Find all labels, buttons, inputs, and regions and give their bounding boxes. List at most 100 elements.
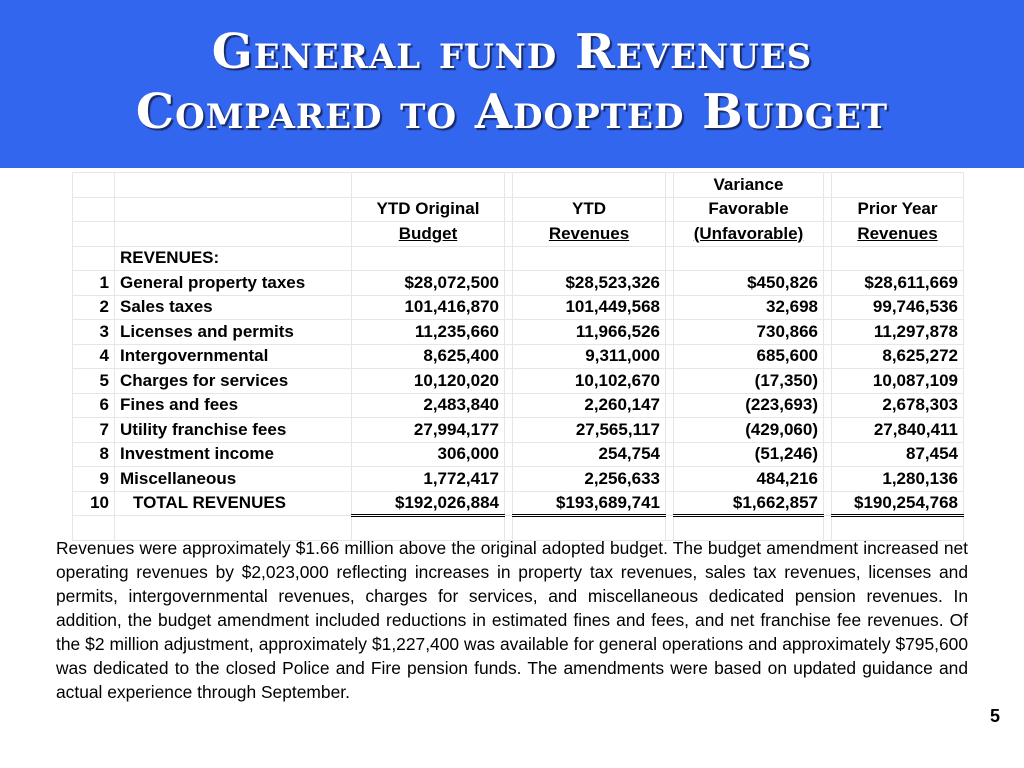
header-variance-1: Variance — [673, 172, 824, 198]
gap — [504, 343, 513, 369]
gap — [504, 270, 513, 296]
prior-year-revenues: $28,611,669 — [831, 270, 964, 296]
total-row: 10 TOTAL REVENUES $192,026,884 $193,689,741… — [72, 490, 964, 517]
cell — [72, 515, 115, 541]
gap — [504, 221, 513, 247]
cell — [512, 245, 666, 271]
ytd-revenues: 2,256,633 — [512, 466, 666, 492]
ytd-revenues: $28,523,326 — [512, 270, 666, 296]
table-row: 7 Utility franchise fees 27,994,177 27,565,… — [72, 417, 964, 443]
prior-year-revenues: 2,678,303 — [831, 392, 964, 418]
cell — [512, 515, 666, 541]
ytd-revenues: $193,689,741 — [512, 490, 666, 517]
cell — [72, 196, 115, 222]
row-number: 5 — [72, 368, 115, 394]
table-row: 3 Licenses and permits 11,235,660 11,966,52… — [72, 319, 964, 345]
gap — [823, 221, 832, 247]
gap — [504, 319, 513, 345]
gap — [665, 294, 674, 320]
ytd-revenues: 101,449,568 — [512, 294, 666, 320]
cell — [673, 515, 824, 541]
gap — [665, 319, 674, 345]
row-number: 6 — [72, 392, 115, 418]
gap — [823, 466, 832, 492]
gap — [504, 466, 513, 492]
gap — [504, 172, 513, 198]
table-row: 6 Fines and fees 2,483,840 2,260,147 (223,69… — [72, 392, 964, 418]
empty-row — [72, 515, 964, 541]
header-variance-2: Favorable — [673, 196, 824, 222]
header-budget-3: Budget — [351, 221, 505, 247]
prior-year-revenues: 1,280,136 — [831, 466, 964, 492]
header-revenues-2: YTD — [512, 196, 666, 222]
gap — [823, 490, 832, 516]
gap — [665, 441, 674, 467]
gap — [665, 392, 674, 418]
gap — [823, 270, 832, 296]
ytd-revenues: 9,311,000 — [512, 343, 666, 369]
prior-year-revenues: $190,254,768 — [831, 490, 964, 517]
gap — [665, 466, 674, 492]
row-number: 9 — [72, 466, 115, 492]
cell — [114, 196, 352, 222]
prior-year-revenues: 27,840,411 — [831, 417, 964, 443]
gap — [504, 368, 513, 394]
header-prior-1 — [831, 172, 964, 198]
table-row: 5 Charges for services 10,120,020 10,102,67… — [72, 368, 964, 394]
cell — [114, 172, 352, 198]
cell — [673, 245, 824, 271]
table-row: 8 Investment income 306,000 254,754 (51,246)… — [72, 441, 964, 467]
row-description: Miscellaneous — [114, 466, 352, 492]
section-label: REVENUES: — [114, 245, 352, 271]
page-title-line-1: General fund Revenues — [211, 24, 813, 80]
ytd-original-budget: $28,072,500 — [351, 270, 505, 296]
gap — [504, 392, 513, 418]
gap — [823, 343, 832, 369]
table-row: 1 General property taxes $28,072,500 $28,52… — [72, 270, 964, 296]
prior-year-revenues: 87,454 — [831, 441, 964, 467]
variance: (51,246) — [673, 441, 824, 467]
page-number: 5 — [989, 706, 1000, 726]
prior-year-revenues: 99,746,536 — [831, 294, 964, 320]
gap — [823, 441, 832, 467]
summary-paragraph: Revenues were approximately $1.66 millio… — [56, 538, 968, 702]
prior-year-revenues: 10,087,109 — [831, 368, 964, 394]
header-budget-1 — [351, 172, 505, 198]
row-description: TOTAL REVENUES — [114, 490, 352, 516]
variance: $1,662,857 — [673, 490, 824, 517]
gap — [823, 392, 832, 418]
header-revenues-3: Revenues — [512, 221, 666, 247]
gap — [665, 221, 674, 247]
gap — [504, 245, 513, 271]
row-number: 1 — [72, 270, 115, 296]
section-row: REVENUES: — [72, 245, 964, 271]
ytd-original-budget: 306,000 — [351, 441, 505, 467]
variance: 32,698 — [673, 294, 824, 320]
gap — [665, 245, 674, 271]
row-number: 4 — [72, 343, 115, 369]
ytd-original-budget: 27,994,177 — [351, 417, 505, 443]
page-title-line-2: Compared to Adopted Budget — [135, 84, 889, 140]
gap — [665, 368, 674, 394]
gap — [665, 417, 674, 443]
variance: $450,826 — [673, 270, 824, 296]
gap — [504, 294, 513, 320]
prior-year-revenues: 11,297,878 — [831, 319, 964, 345]
variance: (223,693) — [673, 392, 824, 418]
ytd-original-budget: 1,772,417 — [351, 466, 505, 492]
ytd-original-budget: 101,416,870 — [351, 294, 505, 320]
cell — [114, 221, 352, 247]
gap — [504, 417, 513, 443]
row-description: Investment income — [114, 441, 352, 467]
cell — [351, 245, 505, 271]
ytd-revenues: 254,754 — [512, 441, 666, 467]
variance: (429,060) — [673, 417, 824, 443]
header-variance-3: (Unfavorable) — [673, 221, 824, 247]
gap — [665, 490, 674, 516]
cell — [351, 515, 505, 541]
ytd-original-budget: $192,026,884 — [351, 490, 505, 517]
header-row-2: YTD Original YTD Favorable Prior Year — [72, 196, 964, 222]
gap — [504, 196, 513, 222]
ytd-original-budget: 11,235,660 — [351, 319, 505, 345]
cell — [114, 515, 352, 541]
